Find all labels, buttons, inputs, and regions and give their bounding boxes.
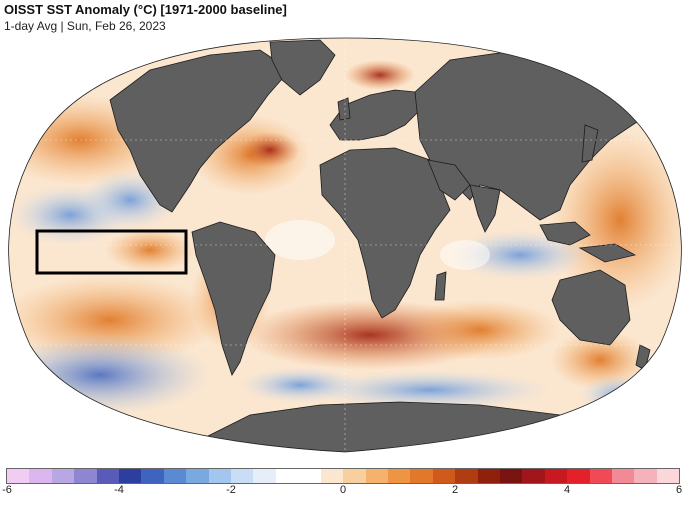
colorbar-swatch: [567, 469, 590, 483]
anomaly-colorbar: [6, 468, 680, 484]
colorbar-swatch: [29, 469, 52, 483]
colorbar-swatch: [410, 469, 433, 483]
colorbar-tick-label: 0: [339, 484, 347, 496]
colorbar-tick-label: 6: [675, 484, 683, 496]
map-title: OISST SST Anomaly (°C) [1971-2000 baseli…: [4, 2, 287, 17]
colorbar-swatch: [499, 469, 523, 483]
globe-outline: [8, 37, 682, 453]
colorbar-tick-label: -4: [114, 484, 124, 496]
colorbar-tick-label: 4: [563, 484, 571, 496]
colorbar-swatch: [589, 469, 612, 483]
colorbar-swatch: [477, 469, 500, 483]
nino34-highlight-box: [35, 229, 188, 275]
colorbar-swatch: [544, 469, 568, 483]
colorbar-swatch: [7, 469, 30, 483]
colorbar-swatch: [298, 469, 321, 483]
colorbar-swatch: [119, 469, 142, 483]
colorbar-tick-label: -2: [226, 484, 236, 496]
colorbar-ticks: -6 -4 -2 0 2 4 6: [0, 484, 700, 504]
colorbar-swatch: [365, 469, 388, 483]
land-masses: [109, 39, 651, 452]
graticule: [20, 38, 680, 452]
colorbar-swatch: [656, 469, 680, 483]
colorbar-swatch: [275, 469, 299, 483]
colorbar-swatch: [320, 469, 344, 483]
map-subtitle: 1-day Avg | Sun, Feb 26, 2023: [4, 19, 166, 33]
colorbar-tick-label: -6: [2, 484, 12, 496]
ocean-anomaly-field: [8, 38, 682, 452]
colorbar-swatch: [231, 469, 254, 483]
colorbar-swatch: [432, 469, 456, 483]
colorbar-swatch: [387, 469, 411, 483]
colorbar-swatch: [51, 469, 75, 483]
colorbar-swatch: [74, 469, 97, 483]
colorbar-swatch: [186, 469, 209, 483]
colorbar-swatch: [141, 469, 164, 483]
colorbar-swatch: [522, 469, 545, 483]
colorbar-swatch: [343, 469, 366, 483]
colorbar-swatch: [208, 469, 232, 483]
colorbar-swatch: [96, 469, 120, 483]
colorbar-swatch: [163, 469, 187, 483]
colorbar-tick-label: 2: [451, 484, 459, 496]
colorbar-swatch: [253, 469, 276, 483]
colorbar-swatch: [634, 469, 657, 483]
colorbar-swatch: [611, 469, 635, 483]
colorbar-swatch: [455, 469, 478, 483]
